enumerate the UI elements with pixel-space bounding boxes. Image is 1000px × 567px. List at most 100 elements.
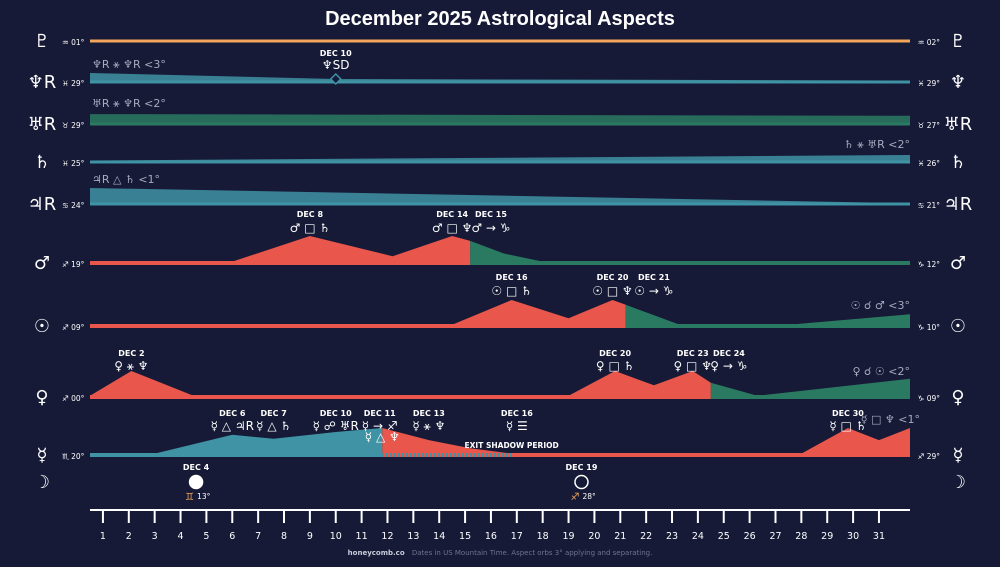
mercury-shadow-dot	[486, 453, 488, 457]
sun-area-1	[625, 304, 910, 326]
saturn-end-degree: ♓ 26°	[918, 159, 941, 168]
mercury-shadow-dot	[270, 453, 272, 457]
x-tick-label-6: 6	[229, 531, 235, 542]
mars-area-1	[470, 240, 910, 263]
rows-layer	[90, 39, 910, 457]
event-aspect-venus-9: ♀ □ ♆	[673, 359, 712, 373]
event-date-dec-10: DEC 10	[320, 49, 352, 58]
mercury-shadow-dot	[238, 453, 240, 457]
mercury-shadow-dot	[398, 453, 400, 457]
mercury-shadow-dot	[250, 453, 252, 457]
neptune-station-marker	[329, 72, 342, 86]
footer: honeycomb.co Dates in US Mountain Time. …	[348, 549, 653, 557]
mercury-shadow-dot	[462, 453, 464, 457]
mercury-shadow-dot	[410, 453, 412, 457]
x-tick-label-10: 10	[330, 531, 342, 542]
x-tick-label-16: 16	[485, 531, 497, 542]
event-date-dec-23: DEC 23	[677, 349, 709, 358]
neptune-right-glyph: ♆	[950, 72, 966, 93]
mercury-shadow-dot	[110, 453, 112, 457]
mercury-shadow-dot	[454, 453, 456, 457]
mercury-shadow-dot	[226, 453, 228, 457]
x-tick-label-31: 31	[873, 531, 885, 542]
mercury-area-1	[382, 428, 910, 455]
x-tick-label-1: 1	[100, 531, 106, 542]
mercury-shadow-dot	[466, 453, 468, 457]
mercury-shadow-dot	[170, 453, 172, 457]
x-tick-label-23: 23	[666, 531, 678, 542]
moon-phase-date-0: DEC 4	[183, 463, 210, 472]
mercury-shadow-dot	[122, 453, 124, 457]
mercury-shadow-dot	[354, 453, 356, 457]
mercury-shadow-dot	[458, 453, 460, 457]
event-date-dec-20: DEC 20	[599, 349, 631, 358]
mars-left-glyph: ♂	[34, 253, 50, 274]
event-aspect-mercury-11: ☿ △ ♃R	[211, 419, 254, 433]
mercury-shadow-dot	[502, 453, 504, 457]
sun-area-0	[90, 300, 626, 326]
event-aspect-mercury-14: ☿ → ♐	[362, 419, 398, 433]
mercury-shadow-dot	[406, 453, 408, 457]
saturn-right-glyph: ♄	[950, 152, 966, 173]
event-date-dec-6: DEC 6	[219, 409, 246, 418]
mercury-shadow-dot	[338, 453, 340, 457]
mars-area-0	[90, 236, 471, 263]
x-tick-label-14: 14	[433, 531, 445, 542]
moon-phase-date-1: DEC 19	[566, 463, 598, 472]
footer-note: Dates in US Mountain Time. Aspect orbs 3…	[412, 549, 652, 557]
mercury-shadow-dot	[158, 453, 160, 457]
mercury-shadow-dot	[302, 453, 304, 457]
mercury-shadow-dot	[350, 453, 352, 457]
mercury-shadow-dot	[114, 453, 116, 457]
mercury-shadow-dot	[106, 453, 108, 457]
mercury-shadow-dot	[342, 453, 344, 457]
mercury-exit-shadow-label: EXIT SHADOW PERIOD	[465, 441, 559, 450]
event-date-dec-24: DEC 24	[713, 349, 745, 358]
orb-note-uranus: ♅R ⚹ ♆R <2°	[92, 97, 166, 110]
mars-right-glyph: ♂	[950, 253, 966, 274]
mercury-shadow-dot	[162, 453, 164, 457]
mercury-shadow-dot	[334, 453, 336, 457]
mercury-shadow-dot	[290, 453, 292, 457]
uranus-start-degree: ♉ 29°	[62, 121, 85, 130]
mercury-shadow-dot	[306, 453, 308, 457]
venus-end-degree: ♑ 09°	[918, 394, 941, 403]
mercury-shadow-dot	[434, 453, 436, 457]
mercury-baseline-1	[382, 453, 910, 457]
mercury-start-degree: ♏ 20°	[62, 452, 85, 461]
x-tick-label-18: 18	[537, 531, 549, 542]
mercury-shadow-dot	[222, 453, 224, 457]
mercury-shadow-dot	[146, 453, 148, 457]
x-tick-label-30: 30	[847, 531, 859, 542]
saturn-band	[90, 155, 910, 162]
event-date-dec-10: DEC 10	[320, 409, 352, 418]
event-aspect-mercury-12: ☿ △ ♄	[256, 419, 291, 433]
pluto-band	[90, 39, 910, 43]
uranus-left-glyph: ♅R	[28, 114, 57, 135]
mercury-shadow-dot	[118, 453, 120, 457]
x-tick-label-27: 27	[769, 531, 781, 542]
event-aspect-mars-2: ♂ □ ♆	[432, 221, 472, 235]
venus-area-1	[710, 378, 910, 397]
mercury-shadow-dot	[318, 453, 320, 457]
sun-baseline-0	[90, 324, 626, 328]
mercury-shadow-dot	[102, 453, 104, 457]
jupiter-start-degree: ♋ 24°	[62, 201, 85, 210]
x-tick-label-8: 8	[281, 531, 287, 542]
moon-right-glyph: ☽	[950, 472, 966, 493]
moon-phase-sign-0: ♊	[185, 492, 194, 503]
mercury-shadow-dot	[174, 453, 176, 457]
mercury-shadow-dot	[426, 453, 428, 457]
mercury-right-glyph: ☿	[952, 445, 963, 466]
mercury-shadow-dot	[230, 453, 232, 457]
mars-baseline-0	[90, 261, 471, 265]
mercury-sub-aspect-0: ☿ △ ♆	[365, 430, 400, 444]
x-tick-label-3: 3	[152, 531, 158, 542]
mercury-shadow-dot	[378, 453, 380, 457]
uranus-band	[90, 114, 910, 124]
new-moon-icon	[574, 474, 589, 490]
mercury-shadow-dot	[266, 453, 268, 457]
x-axis: 1 2 3 4 5 6 7 8 9 10 11 12 13 14 15 16 17 18 19 20 21 22 23 24 2…	[90, 509, 910, 542]
mercury-shadow-dot	[142, 453, 144, 457]
mercury-shadow-dot	[130, 453, 132, 457]
